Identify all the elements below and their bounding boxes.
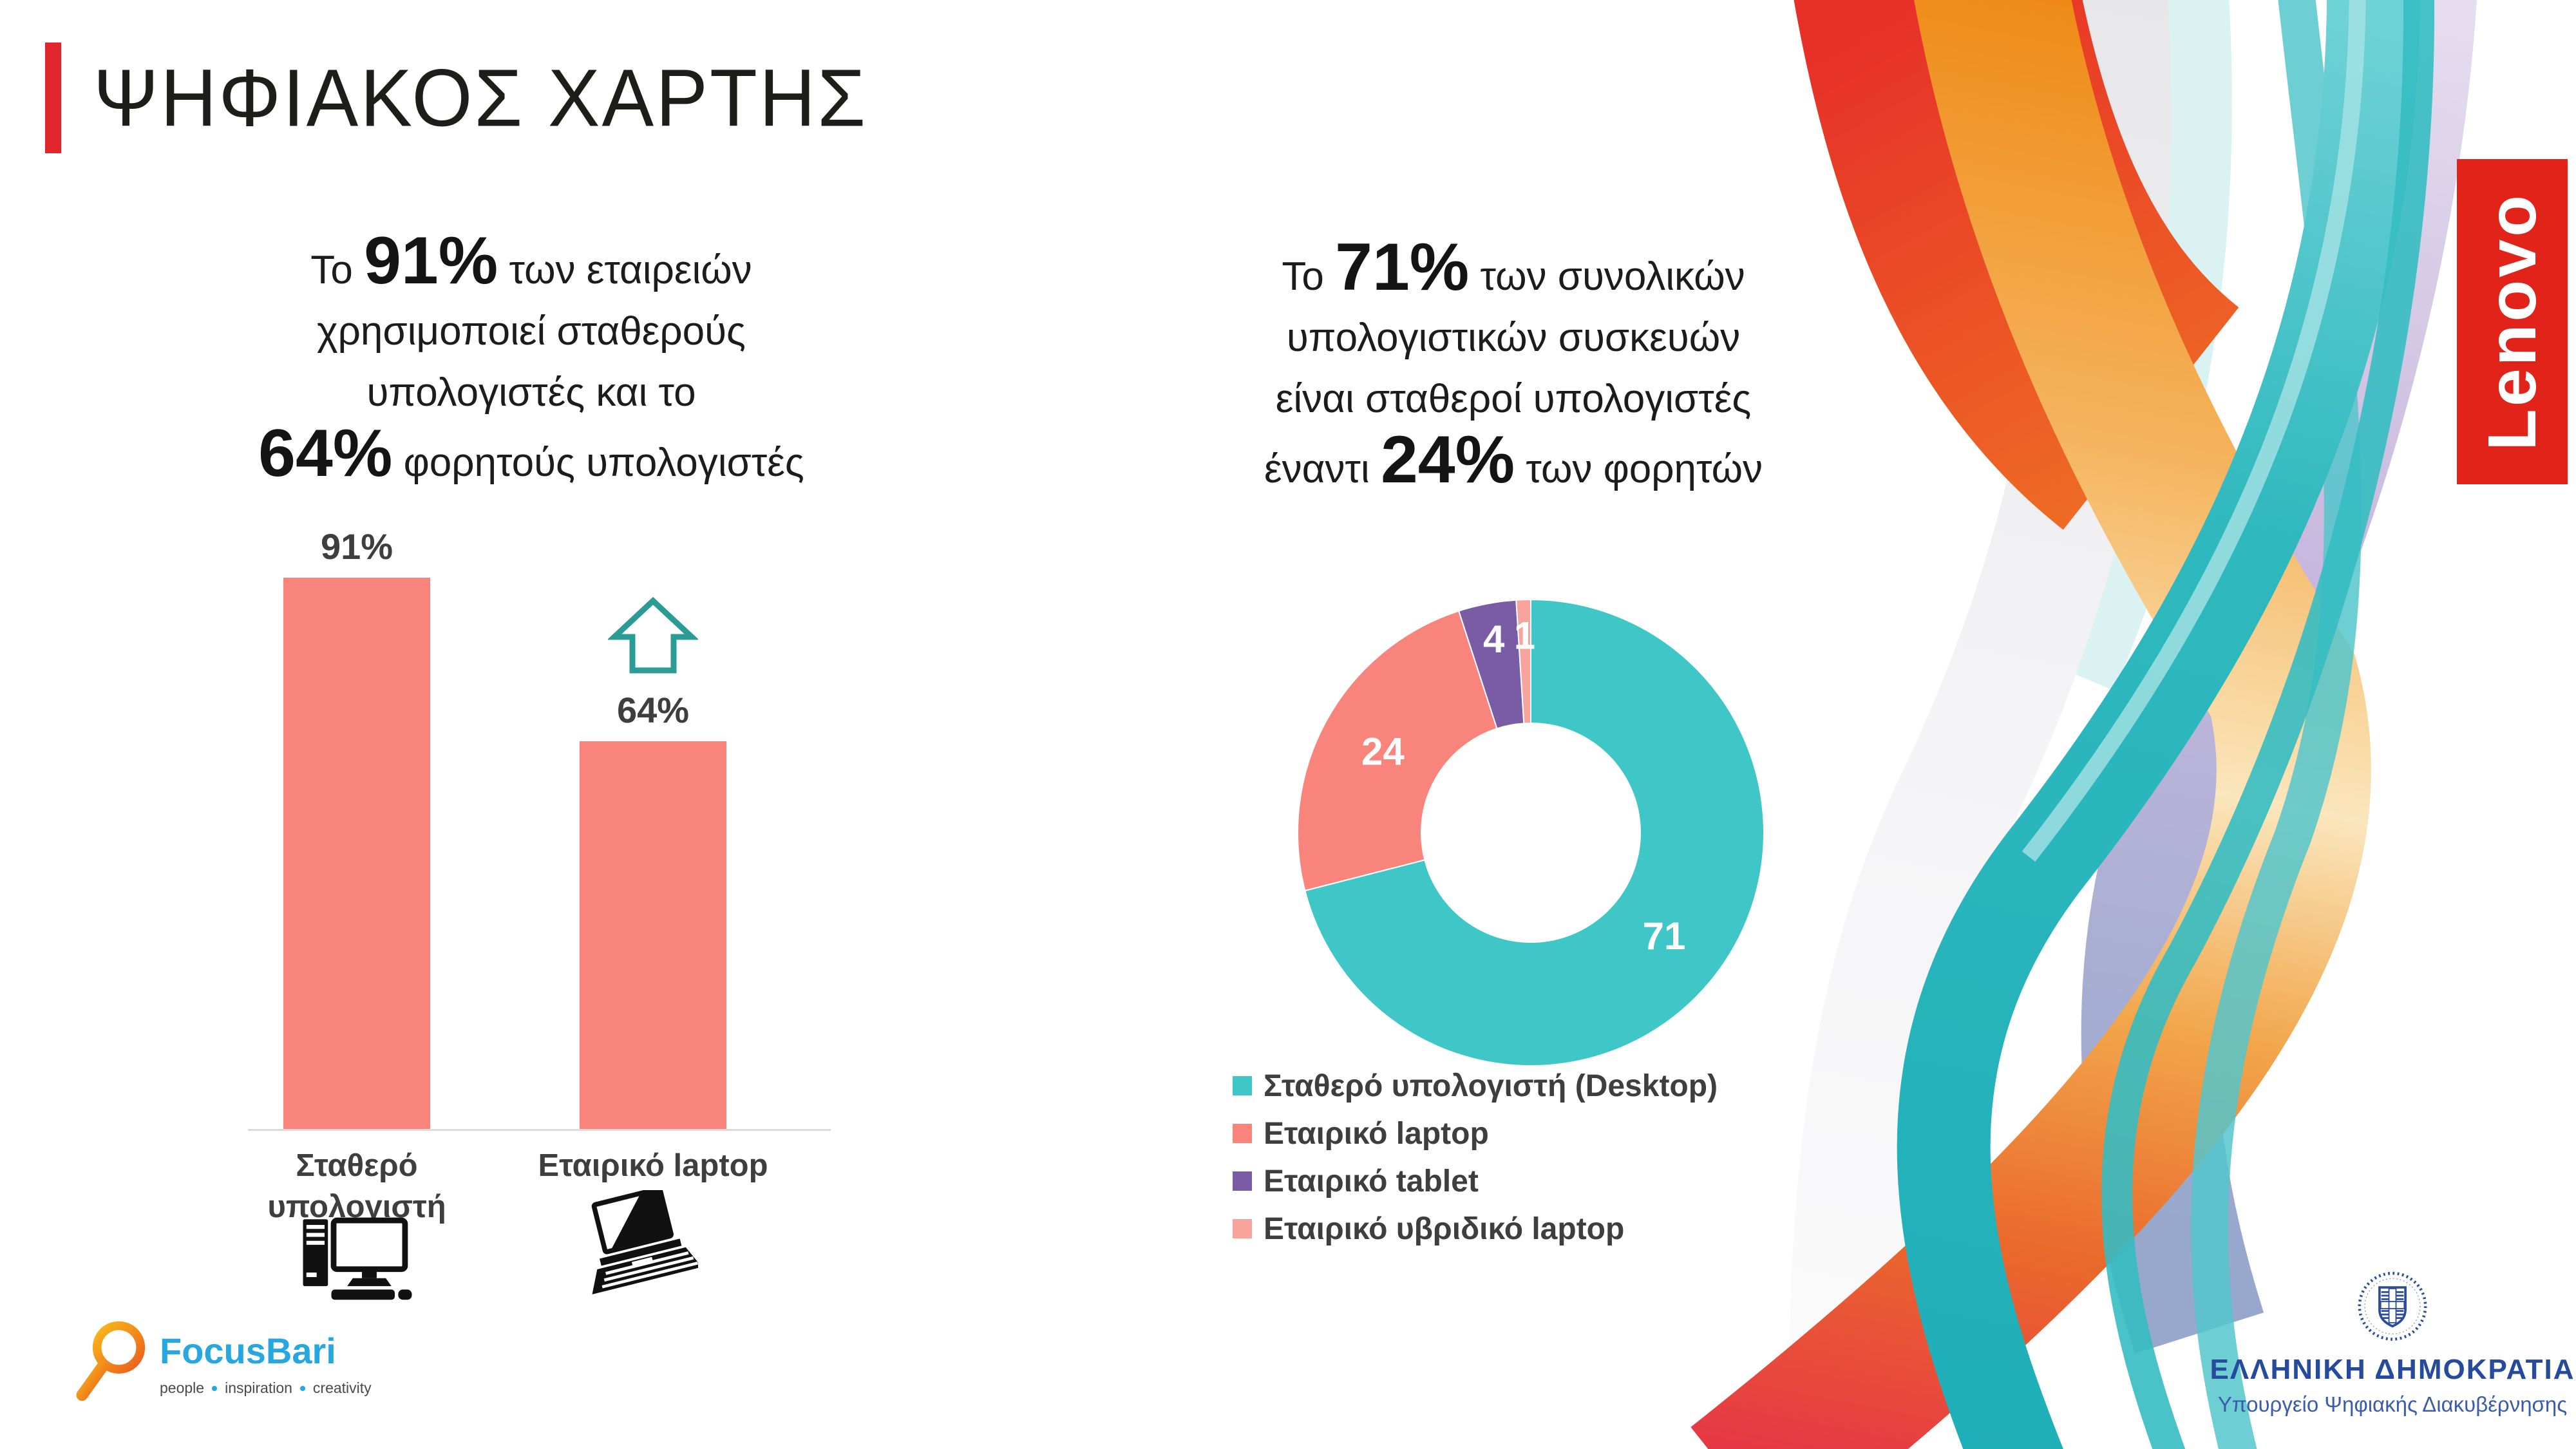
bar-value-label-desktop: 91% <box>320 526 393 567</box>
tagline-separator-dot <box>299 1385 305 1391</box>
right-stat-line3: είναι σταθεροί υπολογιστές <box>1275 377 1752 421</box>
desktop-computer-icon <box>303 1217 412 1300</box>
bar-value-label-laptop: 64% <box>616 690 690 730</box>
stat-64: 64% <box>258 416 393 491</box>
legend-swatch <box>1233 1076 1252 1095</box>
right-stat-line2: υπολογιστικών συσκευών <box>1286 316 1741 360</box>
laptop-icon <box>591 1190 698 1294</box>
government-logo: ΕΛΛΗΝΙΚΗ ΔΗΜΟΚΡΑΤΙΑ Υπουργείο Ψηφιακής Δ… <box>2210 1267 2574 1417</box>
title-accent-bar <box>45 43 61 153</box>
stat-24: 24% <box>1380 422 1515 497</box>
legend-item-hybrid: Εταιρικό υβριδικό laptop <box>1233 1212 1718 1246</box>
magnifier-icon <box>76 1321 146 1401</box>
tagline-separator-dot <box>212 1385 218 1391</box>
donut-value-label: 4 <box>1483 618 1505 661</box>
page-title: ΨΗΦΙΑΚΟΣ ΧΑΡΤΗΣ <box>93 52 868 144</box>
right-stat-paragraph: Το 71% των συνολικών υπολογιστικών συσκε… <box>1151 230 1875 500</box>
bar-desktop <box>283 578 430 1130</box>
focusbari-tagline: people inspiration creativity <box>160 1379 372 1396</box>
donut-slice-0 <box>1304 598 1765 1066</box>
donut-slice-1 <box>1297 610 1498 892</box>
bar-chart: 91% 64% <box>248 502 834 1130</box>
legend-item-laptop: Εταιρικό laptop <box>1233 1117 1718 1151</box>
donut-chart: 71 24 4 1 <box>1297 598 1765 1066</box>
header: ΨΗΦΙΑΚΟΣ ΧΑΡΤΗΣ <box>45 43 867 153</box>
right-stat-line1: Το 71% των συνολικών <box>1282 230 1745 305</box>
stat-71: 71% <box>1335 230 1470 305</box>
donut-slice-3 <box>1515 598 1531 724</box>
left-stat-paragraph: Το 91% των εταιρειών χρησιμοποιεί σταθερ… <box>148 223 914 493</box>
government-ministry: Υπουργείο Ψηφιακής Διακυβέρνησης <box>2217 1392 2568 1416</box>
lenovo-logo-text: Lenovo <box>2474 193 2550 451</box>
donut-value-label: 1 <box>1514 614 1535 658</box>
legend-swatch <box>1233 1171 1252 1191</box>
focusbari-wordmark: FocusBari <box>160 1331 336 1371</box>
left-stat-line4: 64% φορητούς υπολογιστές <box>258 416 804 491</box>
bar-category-desktop: Σταθερό υπολογιστή <box>267 1148 446 1224</box>
legend-item-tablet: Εταιρικό tablet <box>1233 1164 1718 1198</box>
donut-value-label: 71 <box>1643 914 1686 958</box>
government-name: ΕΛΛΗΝΙΚΗ ΔΗΜΟΚΡΑΤΙΑ <box>2210 1354 2575 1385</box>
legend-item-desktop: Σταθερό υπολογιστή (Desktop) <box>1233 1069 1718 1103</box>
donut-value-label: 24 <box>1361 730 1405 773</box>
left-stat-line3: υπολογιστές και το <box>366 370 696 415</box>
bar-group-laptop: 64% <box>580 502 726 1130</box>
bar-group-desktop: 91% <box>283 502 430 1130</box>
focusbari-logo: FocusBari people inspiration creativity <box>75 1319 372 1404</box>
legend-swatch <box>1233 1219 1252 1238</box>
bar-category-laptop: Εταιρικό laptop <box>538 1148 768 1183</box>
up-arrow-icon <box>608 597 698 674</box>
lenovo-logo: Lenovo <box>2457 159 2568 484</box>
donut-legend: Σταθερό υπολογιστή (Desktop) Εταιρικό la… <box>1233 1069 1718 1260</box>
legend-swatch <box>1233 1124 1252 1143</box>
left-stat-line2: χρησιμοποιεί σταθερούς <box>317 309 746 354</box>
right-stat-line4: έναντι 24% των φορητών <box>1264 422 1763 497</box>
greek-coat-of-arms-icon <box>2358 1271 2427 1341</box>
left-stat-line1: Το 91% των εταιρειών <box>310 223 752 298</box>
bar-laptop <box>580 741 726 1130</box>
x-axis-line <box>248 1129 831 1131</box>
stat-91: 91% <box>364 223 498 298</box>
